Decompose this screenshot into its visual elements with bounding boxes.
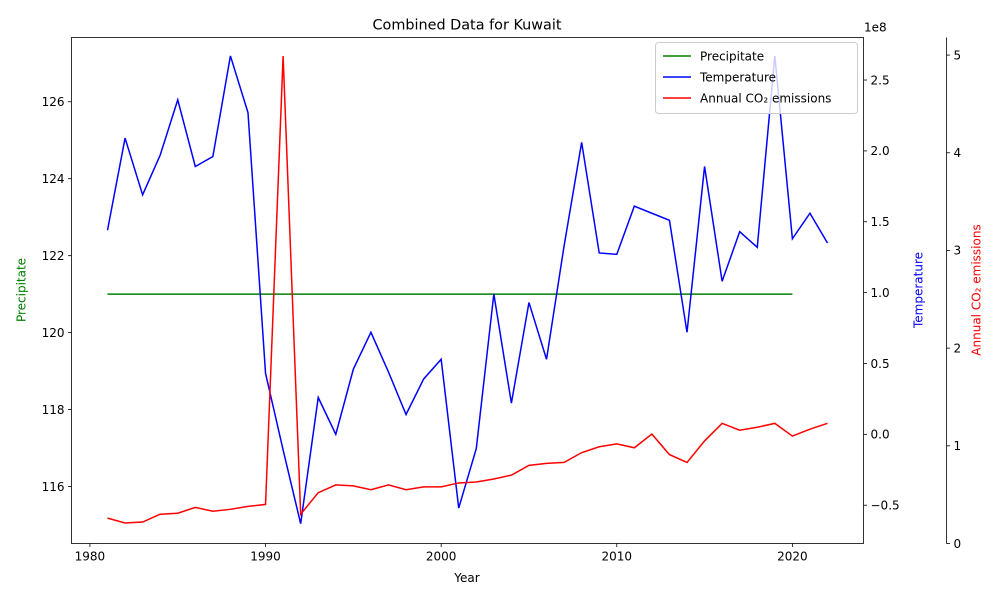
series-line-temperature xyxy=(106,55,829,524)
plot-frame xyxy=(71,37,864,544)
chart-title: Combined Data for Kuwait xyxy=(372,18,561,34)
precipitate-tick-label: 116 xyxy=(42,480,65,494)
x-tick-label: 2020 xyxy=(777,550,808,564)
temperature-axis-offset-text: 1e8 xyxy=(864,21,887,35)
temperature-tick-label: 2.5 xyxy=(871,73,890,87)
co2-tick-label: 5 xyxy=(954,48,962,62)
precipitate-tick-label: 120 xyxy=(42,326,65,340)
series-line-co2 xyxy=(107,56,828,524)
legend: Precipitate Temperature Annual CO₂ emiss… xyxy=(655,42,858,114)
x-tick-label: 1980 xyxy=(75,550,106,564)
y-axis-label-temperature: Temperature xyxy=(912,252,926,329)
co2-tick-label: 4 xyxy=(954,146,962,160)
co2-tick-label: 1 xyxy=(954,439,962,453)
x-tick-label: 2010 xyxy=(601,550,632,564)
x-axis-label: Year xyxy=(453,571,479,585)
temperature-tick-label: 0.5 xyxy=(871,357,890,371)
co2-tick-label: 0 xyxy=(954,537,962,551)
x-tick-label: 2000 xyxy=(426,550,457,564)
precipitate-tick-label: 124 xyxy=(42,172,65,186)
x-tick-label: 1990 xyxy=(250,550,281,564)
legend-label-co2: Annual CO₂ emissions xyxy=(700,92,831,106)
temperature-tick-label: 0.0 xyxy=(871,428,890,442)
co2-tick-label: 3 xyxy=(954,244,962,258)
temperature-tick-label: 2.0 xyxy=(871,144,890,158)
temperature-tick-label: 1.5 xyxy=(871,215,890,229)
precipitate-tick-label: 118 xyxy=(42,403,65,417)
precipitate-tick-label: 126 xyxy=(42,95,65,109)
precipitate-tick-label: 122 xyxy=(42,249,65,263)
legend-frame xyxy=(655,42,858,114)
co2-tick-label: 2 xyxy=(954,341,962,355)
y-axis-label-precipitate: Precipitate xyxy=(15,258,29,322)
legend-label-precipitate: Precipitate xyxy=(700,50,764,64)
legend-label-temperature: Temperature xyxy=(699,71,776,85)
temperature-tick-label: −0.5 xyxy=(871,499,900,513)
temperature-tick-label: 1.0 xyxy=(871,286,890,300)
y-axis-label-co2: Annual CO₂ emissions xyxy=(970,224,984,355)
